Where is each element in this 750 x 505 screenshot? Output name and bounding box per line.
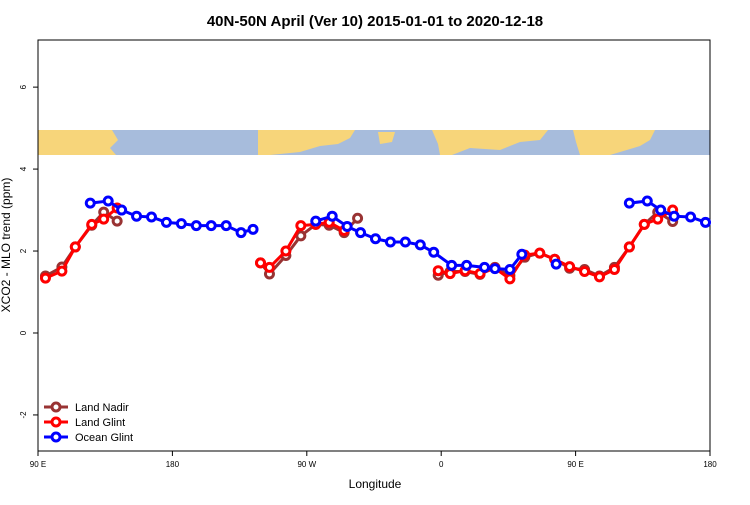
data-point (655, 204, 667, 216)
data-point (652, 213, 664, 225)
map-band (38, 130, 710, 155)
data-point (280, 245, 292, 257)
data-point (116, 204, 128, 216)
data-point (516, 248, 528, 260)
data-point (84, 197, 96, 209)
data-point (685, 211, 697, 223)
data-point (145, 211, 157, 223)
legend-label: Land Glint (75, 417, 125, 429)
data-point (384, 236, 396, 248)
data-point (263, 261, 275, 273)
chart-title: 40N-50N April (Ver 10) 2015-01-01 to 202… (207, 13, 543, 30)
data-point (534, 247, 546, 259)
data-point (295, 220, 307, 232)
series-line (90, 199, 707, 272)
data-point (623, 197, 635, 209)
data-point (432, 265, 444, 277)
data-point (550, 258, 562, 270)
legend-marker (50, 431, 62, 443)
data-point (86, 218, 98, 230)
data-point (111, 215, 123, 227)
x-tick-label: 180 (703, 460, 717, 469)
data-point (175, 218, 187, 230)
legend-marker (50, 401, 62, 413)
x-tick-label: 180 (166, 460, 180, 469)
data-point (247, 223, 259, 235)
data-point (56, 265, 68, 277)
y-tick-label: 0 (19, 330, 28, 335)
data-point (428, 246, 440, 258)
data-point (593, 271, 605, 283)
x-tick-label: 0 (439, 460, 444, 469)
data-point (310, 215, 322, 227)
x-tick-label: 90 W (297, 460, 316, 469)
data-point (102, 195, 114, 207)
data-point (326, 210, 338, 222)
y-tick-label: 4 (19, 166, 28, 171)
legend-label: Ocean Glint (75, 432, 133, 444)
data-point (160, 216, 172, 228)
legend-label: Land Nadir (75, 402, 129, 414)
y-tick-label: -2 (19, 411, 28, 419)
data-point (131, 210, 143, 222)
data-point (235, 227, 247, 239)
data-point (700, 216, 712, 228)
data-point (638, 218, 650, 230)
legend-marker (50, 416, 62, 428)
data-point (399, 236, 411, 248)
data-point (623, 241, 635, 253)
data-point (255, 257, 267, 269)
y-tick-label: 2 (19, 248, 28, 253)
data-point (190, 220, 202, 232)
data-point (341, 220, 353, 232)
data-point (489, 263, 501, 275)
x-axis-label: Longitude (349, 477, 402, 491)
data-point (414, 239, 426, 251)
y-axis-label: XCO2 - MLO trend (ppm) (0, 178, 13, 313)
data-point (69, 241, 81, 253)
data-point (608, 263, 620, 275)
data-point (39, 272, 51, 284)
data-point (352, 212, 364, 224)
data-point (446, 259, 458, 271)
data-point (220, 220, 232, 232)
data-point (579, 266, 591, 278)
x-tick-label: 90 E (567, 460, 583, 469)
data-point (98, 213, 110, 225)
data-point (479, 261, 491, 273)
data-point (369, 233, 381, 245)
data-point (641, 195, 653, 207)
data-point (355, 227, 367, 239)
x-tick-label: 90 E (30, 460, 46, 469)
data-point (504, 263, 516, 275)
data-point (564, 261, 576, 273)
y-tick-label: 6 (19, 84, 28, 89)
plot-frame (37, 39, 711, 452)
data-point (205, 220, 217, 232)
data-point (444, 268, 456, 280)
data-point (668, 210, 680, 222)
data-point (461, 259, 473, 271)
data-point (504, 273, 516, 285)
data-point (295, 230, 307, 242)
